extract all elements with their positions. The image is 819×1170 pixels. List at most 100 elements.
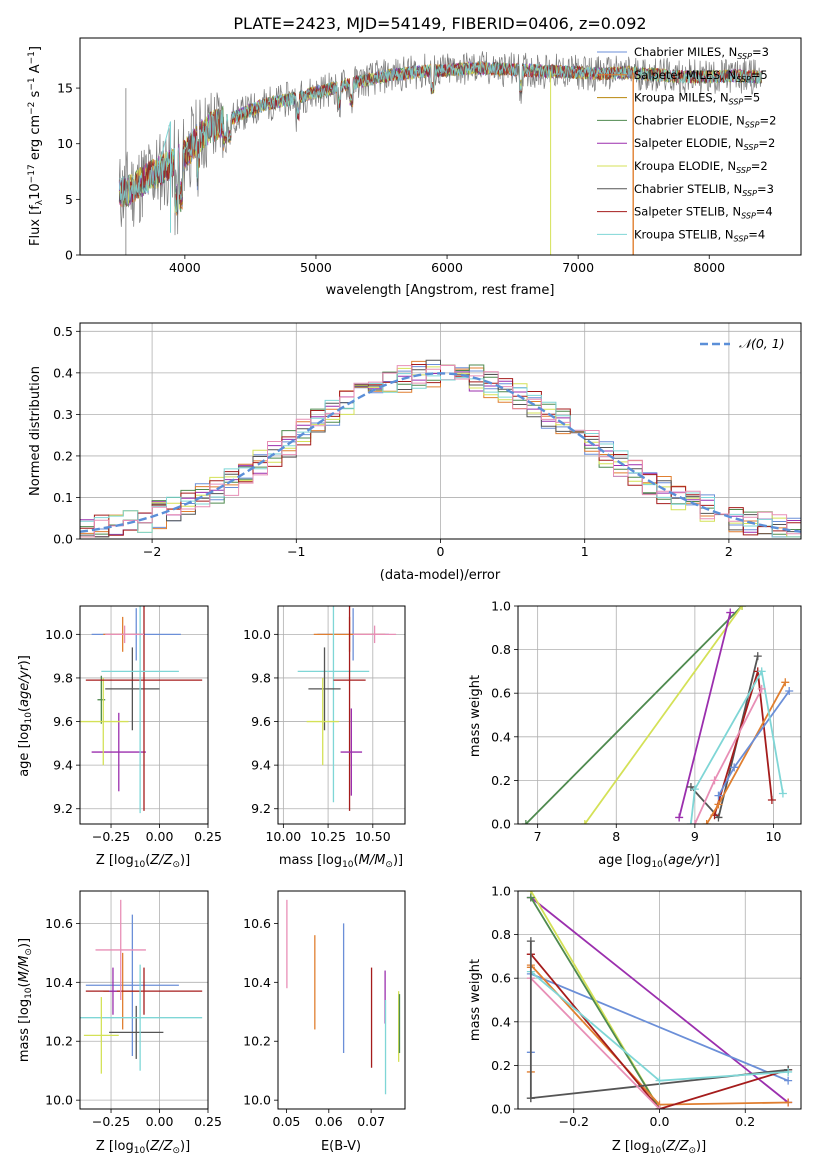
axes-frame <box>517 605 802 825</box>
mass-weight-line <box>530 972 789 1082</box>
y-tick-label: 0.2 <box>491 1058 511 1073</box>
grid-lines <box>278 606 405 824</box>
plus-marker <box>655 1105 664 1109</box>
plot-layer <box>526 891 793 1109</box>
y-tick-label: 9.2 <box>251 801 271 816</box>
mass-weight-line <box>530 953 789 1109</box>
legend-label: Chabrier MILES, NSSP=3 <box>634 45 769 61</box>
legend-label: Salpeter STELIB, NSSP=4 <box>634 205 773 221</box>
x-tick-label: 0.25 <box>194 829 222 844</box>
age-vs-metallicity-panel: −0.25 0.00 0.25 9.2 9.4 9.6 9.8 10.0 <box>45 605 222 844</box>
x-tick-label: 7 <box>534 829 542 844</box>
axis-layer: −2 −1 0 1 2 0.0 0.1 0.2 0.3 0.4 0.5 <box>53 322 802 559</box>
legend-label: Kroupa STELIB, NSSP=4 <box>634 227 765 243</box>
legend-label: Chabrier ELODIE, NSSP=2 <box>634 113 776 129</box>
y-tick-label: 1.0 <box>491 599 511 614</box>
mass-weight-vs-age-xlabel: age [log10(age/yr)] <box>598 853 720 870</box>
axis-layer: −0.2 0.0 0.2 0.0 0.2 0.4 0.6 0.8 1.0 <box>491 884 802 1129</box>
y-tick-label: 10.0 <box>243 1093 271 1108</box>
y-tick-label: 0.5 <box>53 324 73 339</box>
x-tick-label: −0.25 <box>92 1114 130 1129</box>
gaussian-curve <box>80 372 801 533</box>
y-tick-label: 9.4 <box>53 758 73 773</box>
plus-marker <box>690 785 699 794</box>
mass-vs-Z-xlabel: Z [log10(Z/Z⊙)] <box>96 1139 190 1156</box>
x-tick-label: 10 <box>766 829 782 844</box>
mass-weight-line <box>717 690 790 797</box>
x-tick-label: 1 <box>581 544 589 559</box>
mass-vs-extinction-panel: 0.05 0.06 0.07 10.0 10.2 10.4 10.6 <box>243 890 406 1129</box>
y-tick-label: 0.4 <box>491 729 511 744</box>
age-vs-mass-panel: 10.00 10.25 10.50 9.2 9.4 9.6 9.8 10.0 <box>243 605 406 844</box>
legend-label: Salpeter ELODIE, NSSP=2 <box>634 136 775 152</box>
figure-title: PLATE=2423, MJD=54149, FIBERID=0406, z=0… <box>233 14 646 33</box>
legend-label: Kroupa ELODIE, NSSP=2 <box>634 159 768 175</box>
y-tick-label: 9.8 <box>251 670 271 685</box>
legend-label: Salpeter MILES, NSSP=5 <box>634 68 768 84</box>
plus-marker <box>526 893 535 902</box>
plus-marker <box>726 608 735 617</box>
axes-frame <box>277 890 406 1110</box>
plot-layer <box>286 899 401 1095</box>
plus-marker <box>710 776 719 785</box>
mass-weight-line <box>690 668 784 824</box>
histogram-plot-area: −2 −1 0 1 2 0.0 0.1 0.2 0.3 0.4 0.5 𝒩(0, 1) <box>53 322 802 559</box>
mass-weight-vs-metallicity-panel: −0.2 0.0 0.2 0.0 0.2 0.4 0.6 0.8 1.0 <box>491 884 802 1129</box>
plus-marker <box>784 1098 793 1107</box>
plot-layer <box>521 606 794 824</box>
plus-marker <box>757 684 766 693</box>
y-tick-label: 0.0 <box>53 532 73 547</box>
residual-histogram-panel: −2 −1 0 1 2 0.0 0.1 0.2 0.3 0.4 0.5 𝒩(0, 1) (data-m… <box>28 322 802 583</box>
y-tick-label: 9.2 <box>53 801 73 816</box>
y-tick-label: 15 <box>57 81 73 96</box>
x-tick-label: −0.25 <box>92 829 130 844</box>
y-tick-label: 1.0 <box>491 884 511 899</box>
x-tick-label: 6000 <box>431 260 463 275</box>
x-tick-label: 7000 <box>562 260 594 275</box>
y-tick-label: 0.2 <box>53 448 73 463</box>
axes-frame <box>79 605 209 825</box>
plus-marker <box>738 606 747 610</box>
axis-layer: −0.25 0.00 0.25 10.0 10.2 10.4 10.6 <box>45 890 222 1129</box>
mass-weight-line <box>694 688 763 824</box>
histogram-step-line <box>80 373 801 539</box>
plus-marker <box>714 800 723 809</box>
x-tick-label: 0.0 <box>650 1114 670 1129</box>
spectrum-legend: Chabrier MILES, NSSP=3 Salpeter MILES, NS… <box>597 45 776 243</box>
x-tick-label: 10.50 <box>355 829 391 844</box>
plus-marker <box>686 820 695 824</box>
plus-marker <box>785 687 794 696</box>
mass-vs-Z-ylabel: mass [log10(M/M⊙)] <box>17 938 34 1062</box>
y-tick-label: 0.6 <box>491 971 511 986</box>
model-spectrum-line <box>118 62 763 213</box>
y-tick-label: 10.4 <box>45 975 73 990</box>
y-tick-label: 0.8 <box>491 642 511 657</box>
plus-marker <box>655 1076 664 1085</box>
mass-weight-line <box>530 897 661 1109</box>
histogram-step-line <box>80 365 801 539</box>
histogram-step-line <box>80 364 801 539</box>
y-tick-label: 0.0 <box>491 1102 511 1117</box>
mass-vs-EBV-xlabel: E(B-V) <box>321 1139 361 1154</box>
x-tick-label: 9 <box>691 829 699 844</box>
legend-label: 𝒩(0, 1) <box>739 336 785 351</box>
spectrum-panel: 4000 5000 6000 7000 8000 0 5 10 15 Chabrier MILE… <box>27 37 802 298</box>
spectrum-plot-area: 4000 5000 6000 7000 8000 0 5 10 15 <box>57 37 802 275</box>
y-tick-label: 9.6 <box>251 714 271 729</box>
x-tick-label: 8 <box>612 829 620 844</box>
axes-frame <box>79 37 802 256</box>
y-tick-label: 0.4 <box>53 365 73 380</box>
plus-marker <box>580 820 589 824</box>
axis-layer: 0.05 0.06 0.07 10.0 10.2 10.4 10.6 <box>243 890 406 1129</box>
y-tick-label: 0.1 <box>53 490 73 505</box>
plus-marker <box>714 791 723 800</box>
y-tick-label: 5 <box>65 192 73 207</box>
spectrum-ylabel: Flux [fλ10−17 erg cm−2 s−1 A−1] <box>27 46 45 246</box>
plus-marker <box>767 796 776 805</box>
x-tick-label: 0.00 <box>146 829 174 844</box>
mass-weight-line <box>678 612 732 818</box>
plus-marker <box>784 1076 793 1085</box>
y-tick-label: 9.6 <box>53 714 73 729</box>
x-tick-label: 0.25 <box>194 1114 222 1129</box>
